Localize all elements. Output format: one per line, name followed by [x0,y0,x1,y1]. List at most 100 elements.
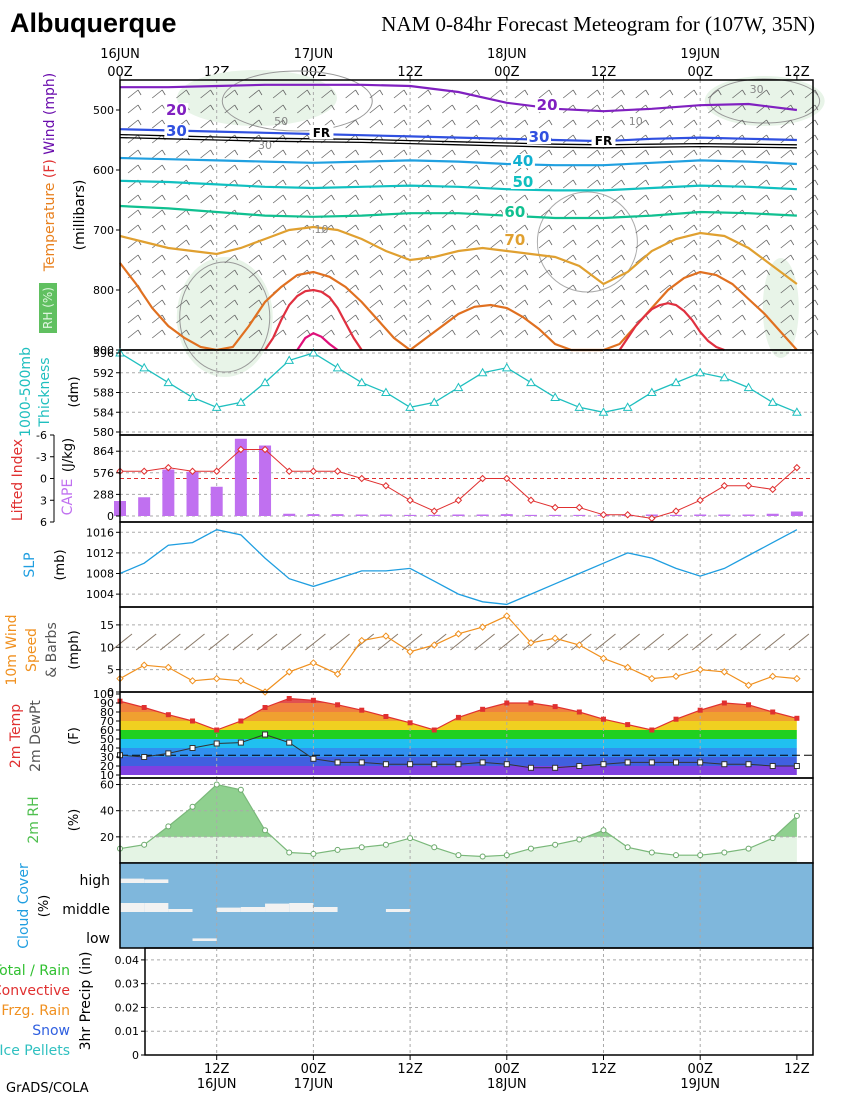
wind10m-point [648,674,656,683]
wind-barb [248,194,260,204]
wind-barb [321,299,332,309]
wind-barb [466,194,477,204]
wind-barb [176,209,187,219]
wind-barb [490,299,501,309]
bottom-axis-time: 00Z [301,1062,327,1077]
wind-barb [621,224,625,231]
wind-barb [524,269,529,276]
wind-barb [500,314,505,321]
wind-barb [476,254,480,261]
wind-barb [306,149,311,156]
wind-barb [621,89,625,96]
wind-barb [306,194,311,201]
temp2m-tick-label: 90 [100,697,114,710]
bottom-axis-time: 00Z [687,1062,713,1077]
wind-barb [732,104,743,114]
wind-barb [369,224,381,234]
isotherm-label: 30 [166,122,187,140]
wind-barb [417,284,429,294]
wind-barb [707,284,719,294]
wind-barb [659,89,671,99]
wind-barb [780,119,792,129]
wind-barb [306,239,311,246]
wind-barb [224,239,236,249]
wind-barb [587,284,598,294]
wind-barb [321,149,332,159]
isotherm-label: 30 [529,128,550,146]
wind-barb [137,149,142,156]
wind-barb [224,269,236,279]
wind-barb [621,254,625,261]
temp2m-point [600,716,606,722]
wind-barb [693,284,698,291]
wind-barb [345,149,356,159]
slp-ylabel: SLP [22,552,38,577]
cape-bar [404,514,417,516]
wind-barb [282,194,287,201]
isotherm-label: 70 [504,231,525,249]
rh2m-area-high [154,784,797,837]
dewpt2m-point [527,764,534,771]
wind-barb [427,194,432,201]
cape-tick-label: 576 [93,467,114,480]
wind-barb [597,239,601,246]
rh2m-point [745,845,752,852]
wind-barb [151,224,163,234]
wind-barb [683,314,695,324]
wind-barb [500,104,505,111]
cloud-cell [216,907,241,912]
wind-barb [635,284,646,294]
rh2m-point [334,846,341,853]
wind-barb [200,119,211,129]
dewpt2m-point [382,761,389,768]
slp-tick-label: 1016 [86,526,114,539]
wind-barb [417,149,429,159]
wind-barb [683,194,695,204]
wind10m-barb [643,633,665,651]
wind-barb [451,299,456,306]
wind-barb [572,209,577,216]
wind-barb [306,209,311,216]
wind10m-point [696,665,704,674]
wind-barb [379,194,384,201]
wind-barb [393,329,405,339]
wind-barb [524,329,529,336]
wind10m-point [769,672,777,681]
isotherm-100a [296,331,339,351]
wind-barb [476,284,480,291]
wind-barb [427,104,432,111]
wind-barb [442,269,453,279]
rh2m-point [286,849,293,856]
rh2m-point [769,835,776,842]
wind-barb [321,194,332,204]
wind-barb [780,164,792,174]
upper-ylabel-part: Wind [42,120,58,160]
rh2m-point [793,812,800,819]
thickness-tick-label: 596 [93,347,114,360]
wind-barb [403,329,408,336]
temp2m-point [455,714,461,720]
wind-barb [137,299,142,306]
wind-barb [210,269,214,276]
wind10m-barb [135,633,157,651]
wind-barb [393,194,405,204]
wind-barb [224,119,236,129]
wind-barb [732,164,743,174]
wind-barb [572,254,577,261]
wind-barb [732,194,743,204]
temp2m-point [214,727,220,733]
wind-barb [224,134,236,144]
wind-barb [282,224,287,231]
wind-barb [127,254,139,264]
wind-barb [200,239,211,249]
wind-barb [345,254,356,264]
wind-barb [393,299,405,309]
wind-barb [572,149,577,156]
wind-barb [742,329,746,336]
wind-barb [780,179,792,189]
wind-barb [161,224,166,231]
wind-barb [393,149,405,159]
upper-ylabel-part: Temperature [42,183,58,273]
wind-barb [234,284,239,291]
li-point [575,503,584,512]
